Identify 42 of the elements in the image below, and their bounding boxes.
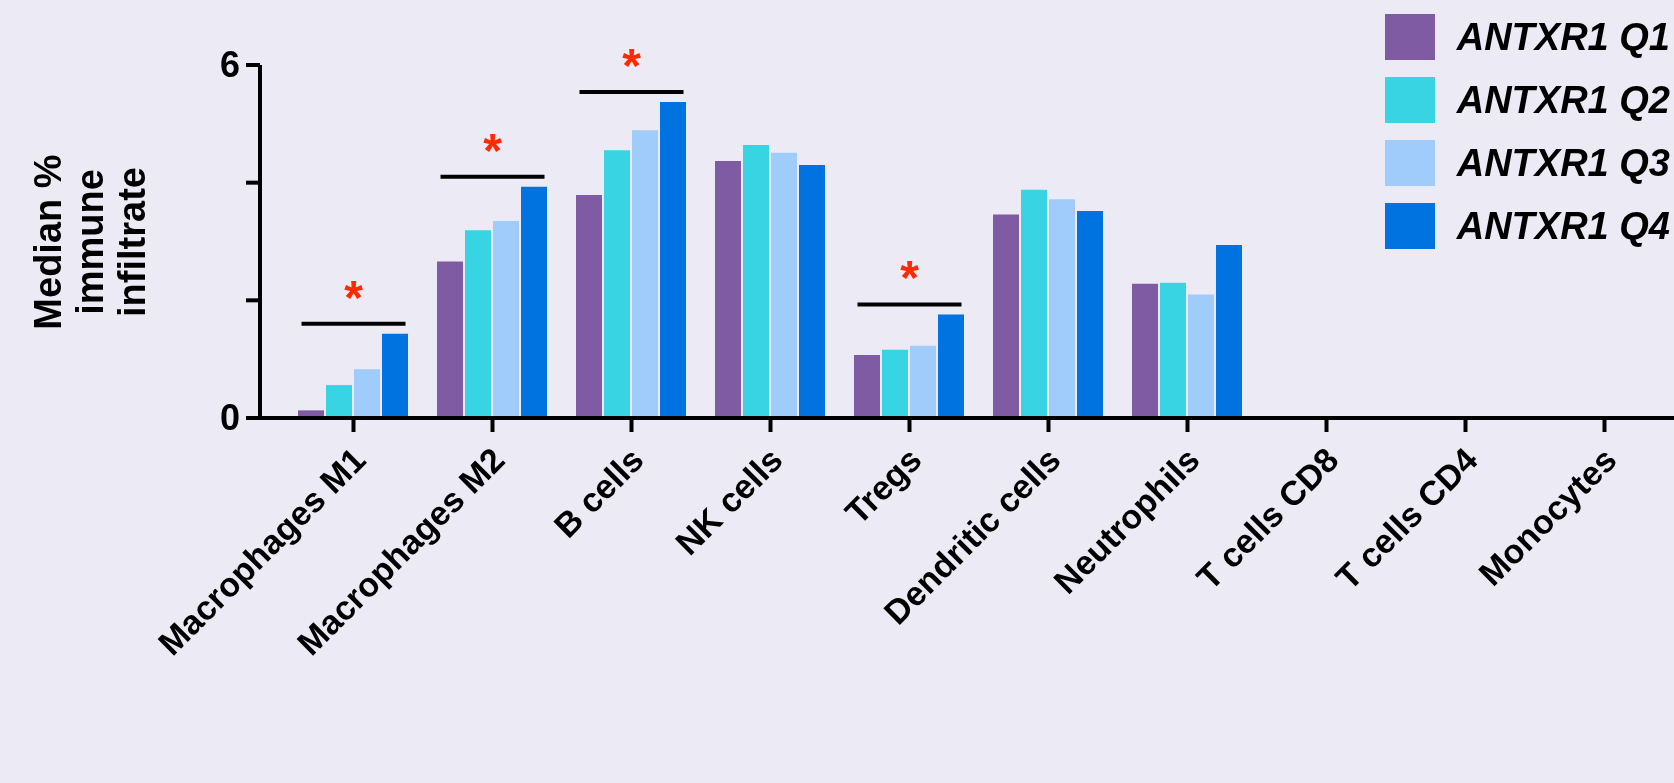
bar [493, 220, 519, 418]
annotation: * [344, 270, 364, 324]
y-axis-title: Median % immune infiltrate [27, 153, 153, 332]
bar [354, 369, 380, 418]
legend-label: ANTXR1 Q3 [1456, 141, 1670, 185]
bar [576, 195, 602, 418]
y-tick-label: 0 [219, 397, 240, 438]
bar [326, 385, 352, 418]
bar [521, 186, 547, 418]
bar [1216, 245, 1242, 418]
bar [910, 345, 936, 418]
bar [604, 150, 630, 418]
bar [632, 130, 658, 418]
bar [382, 333, 408, 418]
bar [715, 160, 741, 418]
bar [799, 165, 825, 418]
bar [771, 152, 797, 418]
bar [437, 261, 463, 418]
bar [854, 355, 880, 418]
bar [660, 102, 686, 418]
bar [993, 214, 1019, 418]
annotation: * [900, 251, 920, 305]
annotation: * [622, 39, 642, 93]
significance-bracket: * [857, 251, 962, 307]
bar [1021, 189, 1047, 418]
bar [743, 145, 769, 418]
legend-label: ANTXR1 Q2 [1456, 78, 1670, 122]
significance-bracket: * [301, 270, 406, 326]
bar [938, 314, 964, 418]
bar [1160, 282, 1186, 418]
bar [1132, 283, 1158, 418]
significance-bracket: * [579, 39, 684, 95]
annotation: * [483, 123, 503, 177]
bar [465, 230, 491, 418]
bar [1049, 199, 1075, 418]
legend-label: ANTXR1 Q4 [1456, 204, 1670, 248]
legend-label: ANTXR1 Q1 [1456, 15, 1670, 59]
bar [882, 349, 908, 418]
bar [1188, 294, 1214, 418]
significance-bracket: * [440, 123, 545, 179]
y-tick-label: 6 [219, 44, 240, 85]
bar [1077, 210, 1103, 418]
